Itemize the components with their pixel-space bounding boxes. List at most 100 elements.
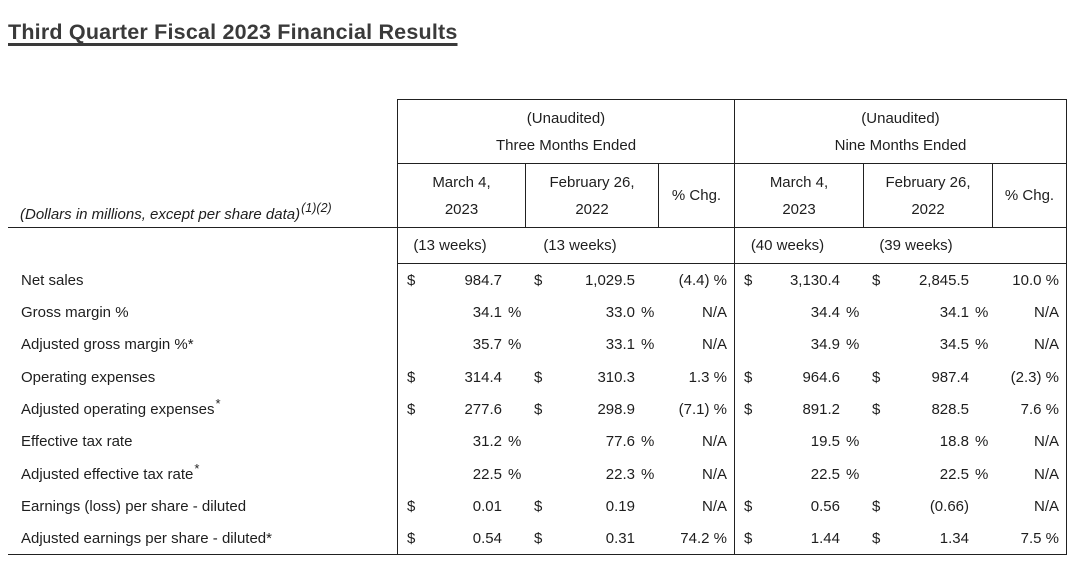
row-label: Adjusted gross margin %* — [8, 329, 397, 361]
percent-suffix: % — [846, 336, 860, 354]
pct-chg-label: % Chg. — [671, 187, 722, 204]
row-label-text: Operating expenses — [21, 368, 156, 386]
value-cell: 22.5% — [863, 458, 992, 490]
col-header-g1-pct-chg: % Chg. — [658, 164, 734, 228]
value-cell: 31.2% — [397, 425, 525, 458]
dollar-sign: $ — [407, 400, 416, 418]
dollar-sign: $ — [534, 497, 543, 515]
cell-value: 22.5 — [939, 465, 969, 483]
percent-suffix: % — [975, 433, 989, 451]
pct-change-cell: 74.2 % — [658, 523, 734, 555]
group-header-three-months: (Unaudited) Three Months Ended — [397, 99, 734, 164]
col-header-line1: February 26, — [885, 173, 971, 191]
percent-suffix: % — [508, 336, 522, 354]
cell-value: 18.8 — [939, 433, 969, 451]
pct-change-cell: 1.3 % — [688, 368, 727, 386]
row-label-text: Gross margin % — [21, 303, 129, 321]
percent-suffix: % — [975, 303, 989, 321]
col-header-g2-pct-chg: % Chg. — [992, 164, 1067, 228]
col-header-g1-march-2023: March 4, 2023 — [397, 164, 525, 228]
cell-value: 828.5 — [931, 400, 969, 418]
cell-value: 34.4 — [810, 303, 840, 321]
pct-chg-label: % Chg. — [1004, 187, 1055, 204]
dollar-sign: $ — [407, 368, 416, 386]
value-cell: $987.4 — [863, 361, 992, 393]
row-label-superscript: * — [194, 460, 200, 476]
cell-value: 0.19 — [605, 497, 635, 515]
cell-value: 31.2 — [472, 433, 502, 451]
pct-change-cell: N/A — [701, 433, 727, 451]
pct-change-cell: 7.6 % — [992, 393, 1067, 426]
pct-change-cell: N/A — [992, 425, 1067, 458]
dollar-sign: $ — [872, 271, 881, 289]
cell-value: 298.9 — [597, 400, 635, 418]
weeks-g2-col2: (39 weeks) — [863, 228, 992, 264]
value-cell: $3,130.4 — [734, 264, 863, 297]
value-cell: $964.6 — [734, 360, 863, 394]
value-cell: $0.54 — [397, 522, 525, 555]
pct-change-cell: N/A — [992, 490, 1067, 523]
col-header-g1-february-2022: February 26, 2022 — [525, 164, 658, 228]
weeks-g2-chg-empty — [992, 228, 1067, 264]
percent-suffix: % — [508, 303, 522, 321]
dollar-sign: $ — [744, 368, 753, 386]
dollar-sign: $ — [872, 497, 881, 515]
col-header-g2-february-2022: February 26, 2022 — [863, 164, 992, 228]
cell-value: 34.5 — [939, 336, 969, 354]
period-label-g1: Three Months Ended — [495, 136, 637, 154]
value-cell: 19.5% — [734, 425, 863, 458]
value-cell: 34.4% — [734, 296, 863, 329]
cell-value: 35.7 — [472, 336, 502, 354]
percent-suffix: % — [846, 303, 860, 321]
value-cell: $298.9 — [525, 393, 658, 425]
value-cell: $1.44 — [734, 522, 863, 555]
pct-change-cell: N/A — [992, 296, 1067, 329]
percent-suffix: % — [641, 433, 655, 451]
value-cell: $0.19 — [525, 490, 658, 522]
cell-value: 1.34 — [939, 529, 969, 547]
value-cell: $ (0.66) — [863, 490, 992, 522]
col-header-line2: 2022 — [575, 200, 609, 218]
dollar-sign: $ — [744, 271, 753, 289]
value-cell: $1.34 — [863, 523, 992, 555]
dollar-sign: $ — [534, 529, 543, 547]
row-label: Adjusted operating expenses * — [8, 393, 397, 425]
row-label-text: Adjusted earnings per share - diluted* — [21, 529, 272, 547]
unaudited-label-g2: (Unaudited) — [861, 109, 940, 127]
cell-value: 22.5 — [810, 465, 840, 483]
value-cell: $0.56 — [734, 490, 863, 523]
value-cell: $891.2 — [734, 393, 863, 426]
row-label-text: Net sales — [21, 271, 84, 289]
pct-change-cell: (4.4) % — [678, 271, 727, 289]
value-cell: 33.1% — [525, 329, 658, 361]
dollar-sign: $ — [407, 497, 416, 515]
note-superscript: (1)(2) — [301, 200, 332, 215]
table-corner-spacer — [8, 99, 397, 164]
pct-change-cell: N/A — [701, 303, 727, 321]
row-label-text: Adjusted operating expenses — [21, 400, 215, 418]
pct-change-cell: N/A — [701, 497, 727, 515]
value-cell: 34.1% — [397, 296, 525, 329]
row-label-text: Earnings (loss) per share - diluted — [21, 497, 247, 515]
value-cell: 35.7% — [397, 328, 525, 361]
pct-change-cell: 10.0 % — [992, 264, 1067, 297]
percent-suffix: % — [846, 465, 860, 483]
cell-value: 964.6 — [802, 368, 840, 386]
dollar-sign: $ — [407, 529, 416, 547]
weeks-g1-chg-empty — [658, 228, 734, 264]
cell-value: 1,029.5 — [584, 271, 635, 289]
pct-change-cell: (2.3) % — [992, 360, 1067, 394]
cell-value: 891.2 — [802, 400, 840, 418]
cell-value: 314.4 — [464, 368, 502, 386]
cell-value: 310.3 — [597, 368, 635, 386]
dollar-sign: $ — [407, 271, 416, 289]
group-header-nine-months: (Unaudited) Nine Months Ended — [734, 99, 1067, 164]
percent-suffix: % — [641, 336, 655, 354]
value-cell: $984.7 — [397, 264, 525, 297]
value-cell: 22.5% — [734, 457, 863, 491]
pct-change-cell: (7.1) % — [678, 400, 727, 418]
col-header-line1: February 26, — [549, 173, 635, 191]
cell-value: 0.31 — [605, 529, 635, 547]
financial-results-table: (Unaudited) Three Months Ended (Unaudite… — [8, 99, 1067, 555]
